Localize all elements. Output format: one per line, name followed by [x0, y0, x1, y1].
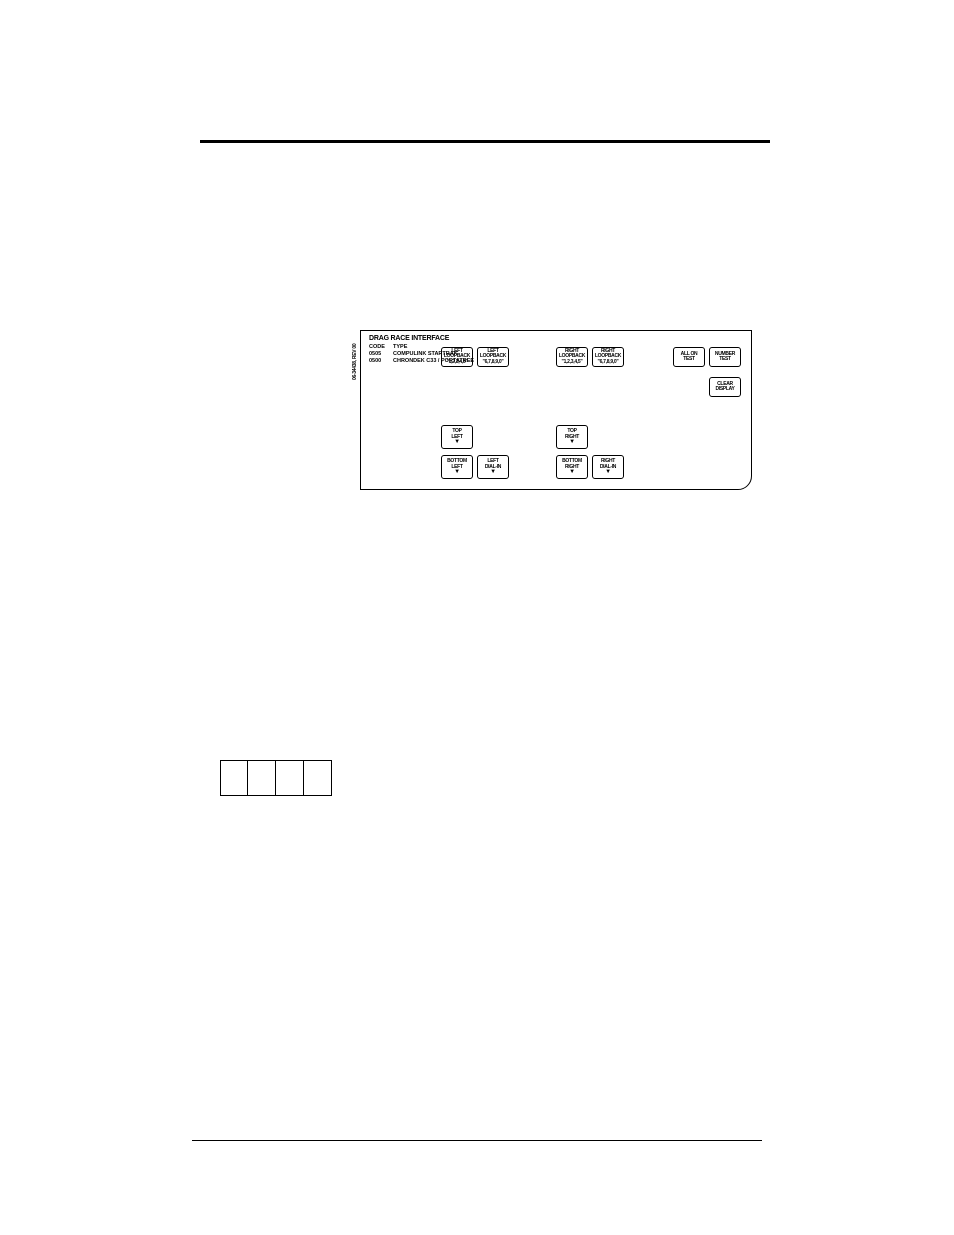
- code-header: CODE: [369, 344, 389, 351]
- type-header: TYPE: [393, 344, 407, 351]
- down-arrow-icon: ▼: [557, 470, 587, 475]
- right-loopback-1-button[interactable]: RIGHT LOOPBACK "1,2,3,4,5": [556, 347, 588, 367]
- clear-display-button[interactable]: CLEAR DISPLAY: [709, 377, 741, 397]
- down-arrow-icon: ▼: [557, 440, 587, 445]
- digit-boxes: [220, 760, 332, 796]
- revision-label: 06-34438, REV 00: [352, 344, 358, 380]
- right-loopback-2-button[interactable]: RIGHT LOOPBACK "6,7,8,9,0": [592, 347, 624, 367]
- btn-label: TEST: [674, 357, 704, 363]
- down-arrow-icon: ▼: [442, 470, 472, 475]
- digit-box: [304, 760, 332, 796]
- btn-label: DISPLAY: [710, 387, 740, 393]
- btn-label: "6,7,8,9,0": [478, 360, 508, 366]
- number-test-button[interactable]: NUMBER TEST: [709, 347, 741, 367]
- bottom-left-button[interactable]: BOTTOM LEFT ▼: [441, 455, 473, 479]
- page: [0, 0, 954, 223]
- left-loopback-1-button[interactable]: LEFT LOOPBACK "1,2,3,4,5": [441, 347, 473, 367]
- panel-title: DRAG RACE INTERFACE: [369, 335, 449, 342]
- left-loopback-2-button[interactable]: LEFT LOOPBACK "6,7,8,9,0": [477, 347, 509, 367]
- interface-panel-wrap: 06-34438, REV 00 DRAG RACE INTERFACE COD…: [360, 330, 752, 490]
- btn-label: "1,2,3,4,5": [442, 360, 472, 366]
- bottom-rule: [192, 1140, 762, 1141]
- digit-box: [248, 760, 276, 796]
- down-arrow-icon: ▼: [593, 470, 623, 475]
- all-on-test-button[interactable]: ALL ON TEST: [673, 347, 705, 367]
- interface-panel: DRAG RACE INTERFACE CODE TYPE 0505 COMPU…: [360, 330, 752, 490]
- top-right-button[interactable]: TOP RIGHT ▼: [556, 425, 588, 449]
- left-dial-in-button[interactable]: LEFT DIAL-IN ▼: [477, 455, 509, 479]
- btn-label: "6,7,8,9,0": [593, 360, 623, 366]
- right-dial-in-button[interactable]: RIGHT DIAL-IN ▼: [592, 455, 624, 479]
- down-arrow-icon: ▼: [478, 470, 508, 475]
- top-rule: [200, 140, 770, 143]
- btn-label: TEST: [710, 357, 740, 363]
- down-arrow-icon: ▼: [442, 440, 472, 445]
- digit-box: [220, 760, 248, 796]
- btn-label: "1,2,3,4,5": [557, 360, 587, 366]
- digit-box: [276, 760, 304, 796]
- code-value: 0500: [369, 358, 389, 365]
- code-value: 0505: [369, 351, 389, 358]
- bottom-right-button[interactable]: BOTTOM RIGHT ▼: [556, 455, 588, 479]
- top-left-button[interactable]: TOP LEFT ▼: [441, 425, 473, 449]
